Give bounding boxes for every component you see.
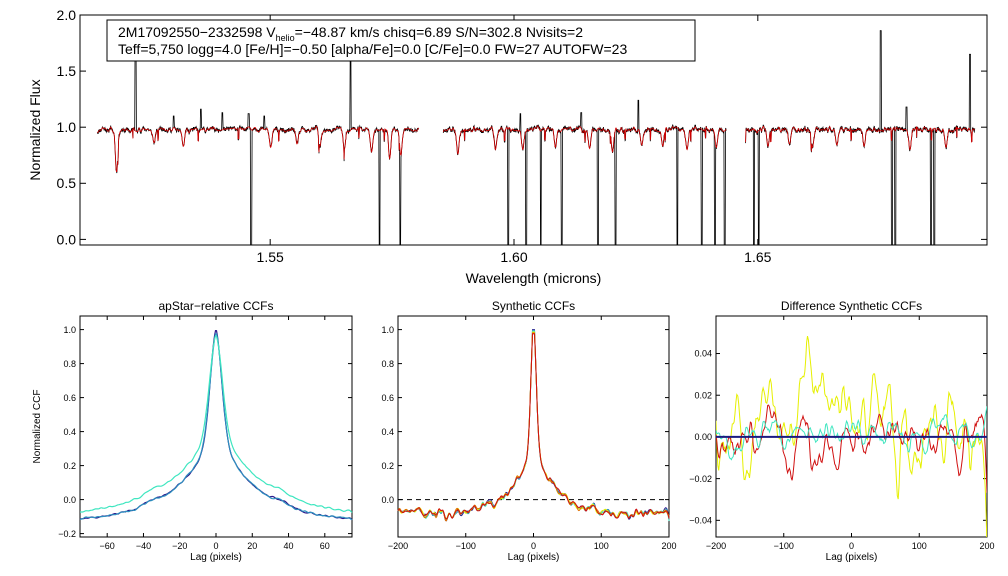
apstar-ccf-xtick-label: 60 [320, 541, 330, 551]
spectrum-model-line [745, 125, 976, 152]
diff-ccf-xtick-label: 200 [979, 541, 994, 551]
diff-ccf-ytick-label: −0.04 [689, 515, 712, 525]
synthetic-ccf-xtick-label: 200 [661, 541, 676, 551]
spectrum-model-line [96, 125, 420, 172]
spectrum-observed-line [442, 99, 727, 245]
spectrum-observed-line [745, 30, 976, 245]
diff-ccf-ytick-label: 0.00 [694, 432, 712, 442]
apstar-ccf-xtick-label: −60 [100, 541, 115, 551]
synthetic-ccf-ytick-label: 0.2 [381, 461, 394, 471]
spectrum-axes: 1.55 1.60 1.65 0.0 0.5 1.0 1.5 2.0 Wavelength (m… [27, 7, 988, 286]
info-box-frame [106, 19, 696, 62]
apstar-ccf-ytick-label: 0.4 [63, 427, 76, 437]
synthetic-ccf-frame [397, 315, 670, 538]
apstar-ccf-title: apStar−relative CCFs [158, 299, 273, 313]
synthetic-ccf-line-5 [397, 332, 670, 522]
synthetic-ccf-xlabel: Lag (pixels) [508, 552, 560, 563]
spectrum-ytick-label: 0.5 [57, 175, 77, 191]
spectrum-ytick-label: 2.0 [57, 7, 77, 23]
spectrum-ytick-label: 1.0 [57, 119, 77, 135]
synthetic-ccf-line-6 [397, 333, 670, 520]
apstar-ccf-axes: −60 −40 −20 0 20 40 60 −0.2 0.0 0.2 0.4 0.6 0.8 1.0 ap… [32, 299, 353, 563]
apstar-ccf-ytick-label: 0.2 [63, 461, 76, 471]
info-line-1-sub: helio [276, 33, 295, 43]
diff-ccf-xtick-label: 100 [912, 541, 927, 551]
synthetic-ccf-xtick-label: −200 [388, 541, 408, 551]
synthetic-ccf-xtick-label: −100 [456, 541, 476, 551]
synthetic-ccf-ytick-label: 0.4 [381, 427, 394, 437]
info-line-1: 2M17092550−2332598 Vhelio=−48.87 km/s ch… [118, 24, 583, 43]
diff-ccf-line-4 [716, 335, 987, 537]
diff-plot [716, 335, 987, 537]
diff-ccf-xtick-label: 0 [849, 541, 854, 551]
synthetic-ccf-ytick-label: 1.0 [381, 325, 394, 335]
synthetic-ccf-line-1 [397, 329, 670, 522]
synthetic-ccf-ytick-label: 0.6 [381, 393, 394, 403]
apstar-ccf-xtick-label: 40 [284, 541, 294, 551]
info-line-2: Teff=5,750 logg=4.0 [Fe/H]=−0.50 [alpha/… [118, 41, 627, 57]
synthetic-ccf-ytick-label: 0.8 [381, 359, 394, 369]
synthetic-ccf-line-3 [397, 330, 670, 522]
apstar-ccf-xtick-label: 20 [247, 541, 257, 551]
synthetic-ccf-title: Synthetic CCFs [492, 299, 575, 313]
apstar-ccf-ytick-label: 0.8 [63, 359, 76, 369]
apstar-ccf-ytick-label: 1.0 [63, 325, 76, 335]
spectrum-xtick-label: 1.55 [257, 249, 284, 265]
diff-ccf-line-2 [716, 406, 987, 461]
synthetic-ccf-xtick-label: 100 [594, 541, 609, 551]
spectrum-ylabel: Normalized Flux [27, 79, 43, 180]
apstar-ccf-ytick-label: −0.2 [58, 529, 76, 539]
synthetic-ccf-line-2 [397, 329, 670, 521]
synthetic-ccf-axes: −200 −100 0 100 200 0.0 0.2 0.4 0.6 0.8 1.0 Synthet… [381, 299, 676, 563]
spectrum-plot [96, 30, 976, 245]
spectrum-ytick-label: 1.5 [57, 63, 77, 79]
apstar-ccf-ytick-label: 0.6 [63, 393, 76, 403]
spectrum-xlabel: Wavelength (microns) [466, 270, 602, 286]
spectrum-ytick-label: 0.0 [57, 231, 77, 247]
apstar-ccf-ytick-label: 0.0 [63, 495, 76, 505]
diff-ccf-line-3 [716, 404, 987, 493]
apstar-ccf-xtick-label: −20 [172, 541, 187, 551]
synthetic-ccf-ytick-label: 0.0 [381, 495, 394, 505]
spectrum-xtick-label: 1.60 [500, 249, 527, 265]
diff-ccf-xtick-label: −100 [774, 541, 794, 551]
apstar-ccf-line-1 [79, 329, 353, 521]
diff-ccf-xlabel: Lag (pixels) [826, 552, 878, 563]
apstar-ccf-xtick-label: 0 [213, 541, 218, 551]
diff-ccf-ytick-label: −0.02 [689, 474, 712, 484]
spectrum-observed-line [97, 52, 419, 245]
spectrum-frame [79, 14, 988, 246]
spectrum-info-box: 2M17092550−2332598 Vhelio=−48.87 km/s ch… [106, 19, 696, 62]
diff-ccf-ytick-label: 0.02 [694, 390, 712, 400]
spectrum-xtick-label: 1.65 [744, 249, 771, 265]
apstar-ccf-xlabel: Lag (pixels) [190, 552, 242, 563]
diff-ccf-title: Difference Synthetic CCFs [781, 299, 922, 313]
apstar-ccf-line-2 [79, 333, 353, 521]
info-line-1-b: =−48.87 km/s chisq=6.89 S/N=302.8 Nvisit… [295, 24, 584, 40]
info-line-1-a: 2M17092550−2332598 V [118, 24, 276, 40]
diff-ccf-xtick-label: −200 [706, 541, 726, 551]
apstar-ccf-ylabel: Normalized CCF [32, 390, 43, 464]
spectrum-model-line [442, 125, 727, 155]
diff-ccf-axes: −200 −100 0 100 200 −0.04 −0.02 0.00 0.02 0.04 Dif… [689, 299, 994, 563]
apstar-ccf-line-3 [80, 335, 353, 513]
apstar-ccf-xtick-label: −40 [136, 541, 151, 551]
diff-ccf-ytick-label: 0.04 [694, 349, 712, 359]
synthetic-ccf-xtick-label: 0 [531, 541, 536, 551]
synthetic-ccf-line-4 [397, 331, 670, 520]
